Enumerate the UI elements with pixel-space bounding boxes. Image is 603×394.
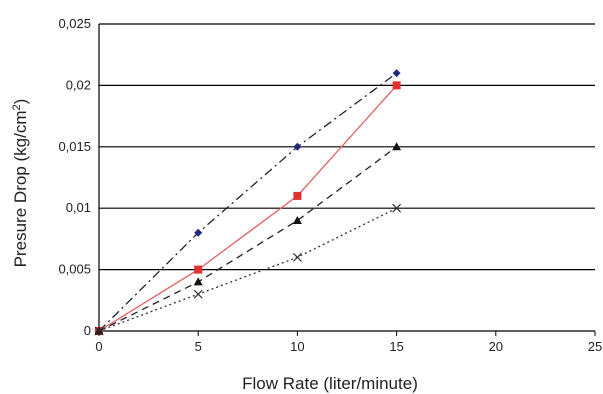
- data-point: [194, 265, 203, 274]
- y-tick-label: 0,005: [58, 262, 91, 277]
- data-point: [392, 69, 401, 78]
- x-tick-label: 10: [290, 339, 304, 354]
- y-tick-label: 0,02: [66, 77, 91, 92]
- data-point: [292, 252, 302, 262]
- data-point: [392, 142, 402, 151]
- x-tick-label: 20: [489, 339, 503, 354]
- data-series: [94, 69, 402, 336]
- grid-lines: [99, 23, 595, 271]
- series-line: [98, 146, 397, 332]
- series-line: [98, 84, 398, 332]
- y-axis-title-close: ): [11, 99, 30, 105]
- y-tick-label: 0,025: [58, 16, 91, 31]
- data-point: [392, 81, 401, 90]
- y-axis-title-superscript: 2: [11, 104, 23, 110]
- series-line: [98, 207, 397, 332]
- y-axis-title: Presure Drop (kg/cm2): [11, 99, 30, 268]
- data-point: [194, 228, 203, 237]
- x-tick-label: 0: [95, 339, 102, 354]
- series-1: [95, 69, 401, 335]
- data-point: [94, 326, 104, 336]
- y-tick-label: 0,01: [66, 200, 91, 215]
- y-tick-label: 0,015: [58, 139, 91, 154]
- data-point: [293, 142, 302, 151]
- tick-labels: 0 0,005 0,01 0,015 0,02 0,025 0 5 10 15 20 25: [58, 16, 602, 354]
- y-tick-label: 0: [84, 323, 91, 338]
- data-point: [193, 289, 203, 299]
- y-axis-title-main: Presure Drop (kg/cm: [11, 110, 30, 267]
- data-point: [392, 203, 402, 213]
- series-line: [98, 72, 397, 332]
- x-tick-label: 15: [389, 339, 403, 354]
- data-point: [292, 215, 302, 224]
- data-point: [193, 277, 203, 286]
- series-4: [94, 203, 402, 336]
- x-axis-title: Flow Rate (liter/minute): [242, 374, 418, 393]
- x-tick-label: 25: [588, 339, 602, 354]
- data-point: [293, 191, 302, 200]
- x-tick-label: 5: [195, 339, 202, 354]
- plot-axes: [98, 24, 596, 336]
